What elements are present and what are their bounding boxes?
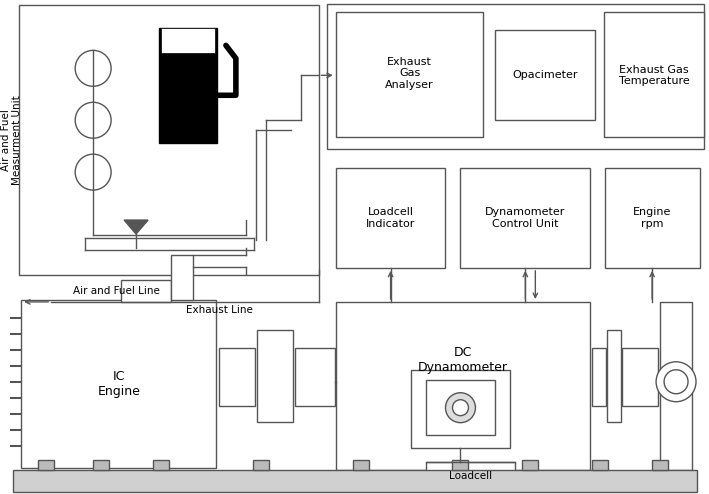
Bar bbox=[159, 29, 217, 143]
Text: Air and Fuel
Measurment Unit: Air and Fuel Measurment Unit bbox=[1, 95, 22, 185]
Bar bbox=[13, 470, 697, 492]
Bar bbox=[93, 459, 109, 470]
Text: Air and Fuel Line: Air and Fuel Line bbox=[73, 286, 160, 296]
Text: Engine
rpm: Engine rpm bbox=[633, 207, 671, 229]
Bar bbox=[496, 31, 596, 120]
Text: Exhaust Line: Exhaust Line bbox=[186, 305, 253, 315]
Bar bbox=[153, 459, 169, 470]
Bar bbox=[352, 459, 369, 470]
Bar bbox=[605, 168, 700, 268]
Circle shape bbox=[445, 393, 476, 423]
Bar bbox=[652, 459, 668, 470]
Text: IC
Engine: IC Engine bbox=[98, 370, 140, 398]
Bar bbox=[452, 459, 469, 470]
Bar bbox=[161, 29, 215, 53]
Text: Exhaust Gas
Temperature: Exhaust Gas Temperature bbox=[619, 65, 689, 86]
Text: Loadcell
Indicator: Loadcell Indicator bbox=[366, 207, 415, 229]
Bar bbox=[592, 348, 606, 406]
Bar bbox=[592, 459, 608, 470]
Bar bbox=[21, 300, 216, 468]
Bar bbox=[327, 4, 704, 149]
Bar bbox=[411, 370, 510, 448]
Bar bbox=[425, 380, 496, 435]
Text: DC
Dynamometer: DC Dynamometer bbox=[418, 346, 508, 374]
Bar bbox=[171, 255, 193, 300]
Bar bbox=[604, 12, 704, 137]
Circle shape bbox=[452, 400, 469, 415]
Circle shape bbox=[75, 154, 111, 190]
Bar bbox=[295, 348, 335, 406]
Bar bbox=[38, 459, 54, 470]
Bar bbox=[19, 5, 319, 275]
Bar bbox=[335, 12, 484, 137]
Bar bbox=[219, 348, 255, 406]
Polygon shape bbox=[124, 220, 148, 234]
Bar bbox=[623, 348, 658, 406]
Bar bbox=[460, 168, 590, 268]
Circle shape bbox=[656, 362, 696, 402]
Circle shape bbox=[664, 370, 688, 394]
Circle shape bbox=[75, 102, 111, 138]
Bar bbox=[607, 330, 621, 422]
Text: Loadcell: Loadcell bbox=[449, 471, 492, 481]
Bar bbox=[523, 459, 538, 470]
Text: Opacimeter: Opacimeter bbox=[513, 70, 578, 81]
Bar bbox=[253, 459, 269, 470]
Bar bbox=[257, 330, 293, 422]
Bar bbox=[660, 302, 692, 470]
Text: Dynamometer
Control Unit: Dynamometer Control Unit bbox=[485, 207, 566, 229]
Text: Exhaust
Gas
Analyser: Exhaust Gas Analyser bbox=[385, 57, 434, 90]
Bar bbox=[335, 302, 590, 470]
Circle shape bbox=[75, 50, 111, 86]
Bar bbox=[121, 280, 171, 302]
Bar bbox=[335, 168, 445, 268]
Bar bbox=[425, 461, 515, 490]
